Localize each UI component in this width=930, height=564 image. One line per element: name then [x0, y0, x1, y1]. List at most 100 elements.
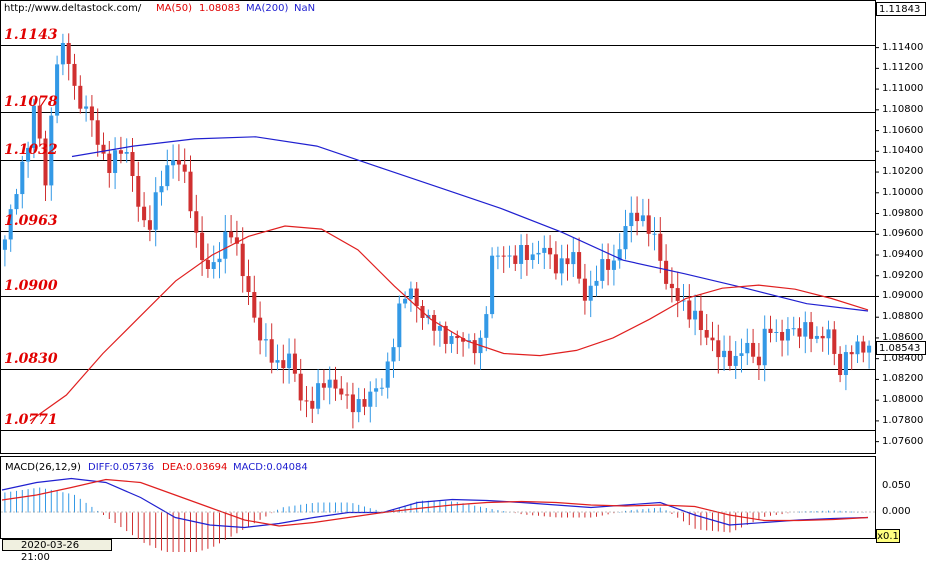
ma200-label: MA(200) — [246, 3, 289, 14]
candle-body — [559, 258, 564, 274]
candle-body — [72, 63, 77, 86]
candle-body — [762, 328, 767, 366]
candle-body — [780, 331, 785, 341]
level-label: 1.1078 — [4, 93, 58, 110]
candle-body — [716, 340, 721, 358]
candle-body — [8, 209, 13, 240]
zoom-badge[interactable]: x0.1 — [876, 529, 900, 543]
candle-body — [281, 360, 286, 369]
candle-body — [768, 328, 773, 333]
price-tick-label: 1.09200 — [882, 269, 924, 281]
candle-body — [368, 391, 373, 407]
candle-body — [507, 255, 512, 257]
candle-body — [530, 254, 535, 260]
current-price-box: 1.08543 — [876, 341, 926, 355]
candle-body — [553, 254, 558, 274]
candle-body — [31, 105, 36, 148]
candle-body — [78, 85, 83, 109]
main-plot-frame — [0, 0, 876, 454]
price-tick-label: 1.11400 — [882, 41, 924, 53]
candle-body — [43, 138, 48, 186]
level-label: 1.0771 — [4, 411, 58, 428]
candle-body — [350, 394, 355, 413]
candle-body — [397, 303, 402, 348]
candle-body — [356, 399, 361, 413]
candle-body — [374, 388, 379, 392]
candle-body — [803, 322, 808, 337]
candle-body — [60, 42, 65, 65]
candle-body — [849, 352, 854, 355]
candle-body — [414, 288, 419, 306]
macd-plot-frame — [0, 456, 876, 539]
price-tick-label: 1.09800 — [882, 207, 924, 219]
candle-body — [623, 226, 628, 250]
candle-body — [362, 399, 367, 407]
candle-body — [263, 339, 268, 341]
candle-body — [867, 345, 872, 353]
ma50-label: MA(50) — [156, 3, 192, 14]
level-label: 1.0900 — [4, 277, 58, 294]
source-url: http://www.deltastock.com/ — [4, 3, 142, 14]
macd-dea-value: DEA:0.03694 — [162, 462, 228, 473]
macd-name: MACD(26,12,9) — [5, 462, 81, 473]
candle-body — [588, 285, 593, 301]
macd-tick-050: 0.050 — [882, 480, 911, 491]
candle-body — [101, 144, 106, 154]
candle-body — [2, 239, 7, 250]
candle-body — [664, 260, 669, 284]
candle-body — [704, 330, 709, 338]
candle-body — [710, 337, 715, 341]
candle-body — [722, 350, 727, 358]
candle-body — [205, 260, 210, 269]
price-chart — [0, 0, 879, 552]
candle-body — [113, 150, 118, 173]
candle-body — [14, 194, 19, 210]
candle-body — [594, 280, 599, 286]
candle-body — [751, 342, 756, 357]
candle-body — [687, 300, 692, 320]
candle-body — [408, 288, 413, 299]
candle-body — [698, 310, 703, 331]
candle-body — [55, 64, 60, 116]
candle-body — [234, 237, 239, 244]
candle-body — [194, 211, 199, 233]
candle-body — [774, 331, 779, 333]
level-label: 1.1143 — [4, 26, 58, 43]
candle-body — [855, 341, 860, 355]
candle-body — [600, 259, 605, 281]
candle-body — [211, 262, 216, 269]
candle-body — [838, 353, 843, 376]
top-price-box: 1.11843 — [876, 2, 926, 16]
price-tick-label: 1.08000 — [882, 394, 924, 406]
candle-body — [118, 150, 123, 154]
candle-body — [217, 258, 222, 263]
candle-body — [95, 120, 100, 145]
candle-body — [495, 255, 500, 257]
candle-body — [617, 249, 622, 261]
ma50-line — [29, 225, 869, 422]
price-tick-label: 1.10000 — [882, 186, 924, 198]
candle-body — [565, 258, 570, 265]
candle-body — [455, 336, 460, 339]
price-tick-label: 1.08800 — [882, 311, 924, 323]
candle-body — [461, 338, 466, 342]
candle-body — [153, 192, 158, 230]
candle-body — [432, 314, 437, 331]
candle-body — [182, 164, 187, 172]
candle-body — [176, 160, 181, 165]
candle-body — [66, 42, 71, 64]
candle-body — [681, 300, 686, 302]
candle-body — [449, 336, 454, 344]
level-label: 1.0830 — [4, 350, 58, 367]
candle-body — [524, 245, 529, 260]
level-label: 1.1032 — [4, 141, 58, 158]
candle-body — [629, 212, 634, 227]
candle-body — [443, 325, 448, 344]
candle-body — [339, 388, 344, 395]
candle-body — [252, 292, 257, 318]
candle-body — [791, 328, 796, 330]
candle-body — [466, 340, 471, 342]
candle-body — [269, 339, 274, 363]
macd-dea-line — [1, 478, 869, 527]
